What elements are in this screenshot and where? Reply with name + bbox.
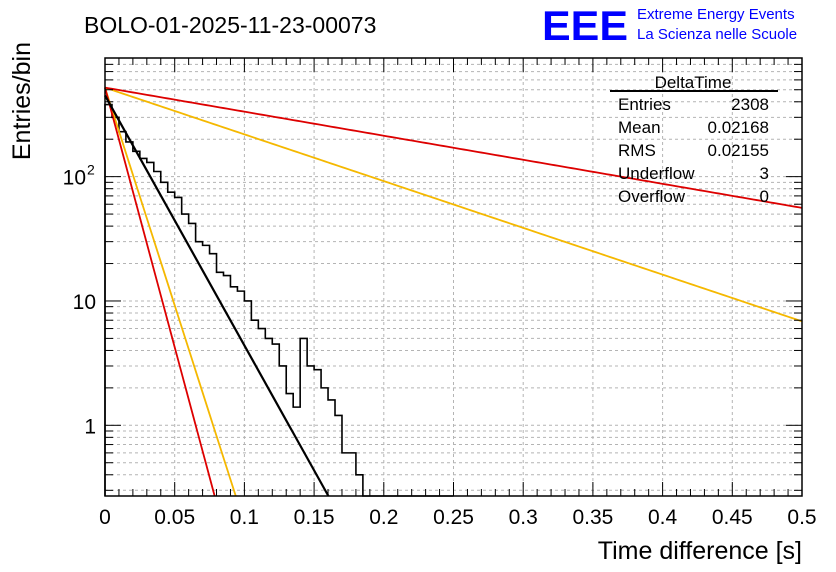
axis-tick-labels: 0 0.05 0.1 0.15 0.2 0.25 0.3 0.35 0.4 0.45 0.5 1 10 1…: [63, 162, 817, 529]
stats-label-mean: Mean: [618, 118, 661, 137]
stats-box: DeltaTime Entries 2308 Mean 0.02168 RMS …: [610, 73, 778, 206]
y-tick-label: 1: [84, 415, 96, 438]
y-axis-title: Entries/bin: [8, 42, 36, 160]
run-title: BOLO-01-2025-11-23-00073: [84, 12, 376, 38]
x-tick-label: 0.3: [509, 506, 538, 529]
y-tick-label: 10: [63, 167, 86, 190]
grid-layer: [105, 58, 802, 496]
x-tick-label: 0.4: [648, 506, 678, 529]
eee-logo-icon: EEE: [542, 2, 628, 49]
x-tick-label: 0.5: [787, 506, 816, 529]
stats-value-mean: 0.02168: [708, 118, 769, 137]
stats-title: DeltaTime: [655, 73, 732, 92]
x-tick-label: 0.2: [369, 506, 398, 529]
stats-label-entries: Entries: [618, 95, 671, 114]
x-axis-title: Time difference [s]: [598, 537, 802, 565]
stats-value-underflow: 3: [760, 164, 769, 183]
curve-fit: [104, 94, 330, 497]
tick-layer: [104, 58, 803, 496]
x-tick-label: 0.35: [572, 506, 613, 529]
y-tick-label: 10: [73, 291, 96, 314]
stats-value-rms: 0.02155: [708, 141, 769, 160]
histogram-outline: [104, 103, 454, 497]
curve-red_long: [104, 86, 803, 209]
histogram-layer: [104, 103, 454, 497]
curve-orange_long: [104, 86, 803, 323]
x-tick-label: 0.05: [154, 506, 195, 529]
curve-orange_short: [104, 87, 237, 497]
curve-red_short: [104, 87, 216, 497]
x-tick-label: 0.15: [294, 506, 335, 529]
stats-value-entries: 2308: [731, 95, 769, 114]
logo-line-2: La Scienza nelle Scuole: [637, 26, 797, 43]
x-tick-label: 0.25: [433, 506, 474, 529]
x-tick-label: 0.1: [230, 506, 259, 529]
x-tick-label: 0: [99, 506, 111, 529]
x-tick-label: 0.45: [712, 506, 753, 529]
stats-label-rms: RMS: [618, 141, 656, 160]
curve-layer: [104, 86, 803, 497]
y-tick-exponent: 2: [87, 162, 95, 178]
stats-label-underflow: Underflow: [618, 164, 695, 183]
logo-line-1: Extreme Energy Events: [637, 6, 795, 23]
stats-label-overflow: Overflow: [618, 187, 686, 206]
stats-value-overflow: 0: [760, 187, 769, 206]
